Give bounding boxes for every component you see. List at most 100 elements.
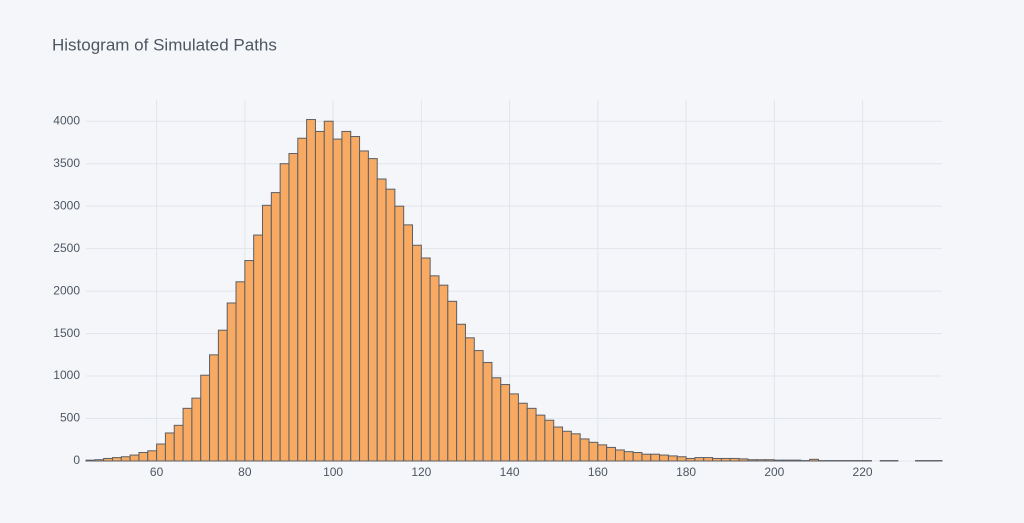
bar xyxy=(261,204,272,462)
bar xyxy=(403,224,414,462)
bar xyxy=(729,457,740,462)
bar xyxy=(676,456,687,462)
bar xyxy=(509,393,519,462)
bar xyxy=(500,384,511,462)
x-tick-label: 220 xyxy=(853,465,873,479)
bar xyxy=(85,459,96,462)
bar xyxy=(597,444,608,462)
y-tick-label: 1500 xyxy=(53,326,80,340)
y-tick-label: 3000 xyxy=(53,198,80,212)
bar xyxy=(491,377,502,462)
bar xyxy=(182,407,193,462)
bar xyxy=(111,457,122,462)
bar xyxy=(720,457,731,462)
bar xyxy=(420,257,431,462)
bar xyxy=(482,361,493,462)
bar xyxy=(703,457,714,462)
bar xyxy=(623,451,634,462)
bar xyxy=(632,452,643,462)
bar xyxy=(535,414,546,462)
bar xyxy=(359,150,369,462)
x-tick-label: 80 xyxy=(238,465,252,479)
bar xyxy=(217,329,228,462)
bar xyxy=(447,300,458,462)
bar xyxy=(209,354,219,462)
bar xyxy=(773,459,784,462)
bar xyxy=(579,438,590,462)
bar xyxy=(570,433,581,462)
bar xyxy=(412,244,422,462)
y-tick-label: 4000 xyxy=(53,113,80,127)
y-tick-label: 1000 xyxy=(53,368,80,382)
x-tick-label: 60 xyxy=(150,465,164,479)
bar xyxy=(156,443,166,462)
bar xyxy=(367,158,378,462)
bar xyxy=(279,163,290,462)
bar xyxy=(173,424,184,462)
bar xyxy=(147,450,158,462)
y-tick-label: 500 xyxy=(60,411,80,425)
chart-title: Histogram of Simulated Paths xyxy=(52,35,277,54)
bar xyxy=(641,453,652,462)
bar xyxy=(685,457,696,462)
bar xyxy=(606,446,616,462)
bar xyxy=(694,457,705,462)
bar xyxy=(517,402,528,462)
x-tick-label: 100 xyxy=(323,465,343,479)
bar xyxy=(164,432,175,462)
bar xyxy=(200,374,211,462)
y-tick-label: 0 xyxy=(73,453,80,467)
bar xyxy=(614,449,625,462)
bar xyxy=(473,350,484,462)
bar xyxy=(394,205,405,462)
bar xyxy=(314,130,325,462)
x-tick-label: 120 xyxy=(411,465,431,479)
y-tick-label: 2000 xyxy=(53,283,80,297)
x-tick-label: 200 xyxy=(764,465,784,479)
bar xyxy=(288,153,299,462)
bar xyxy=(712,457,722,462)
bar xyxy=(659,454,669,462)
bar xyxy=(782,459,793,462)
bar xyxy=(253,234,263,462)
bar xyxy=(588,441,599,462)
bar xyxy=(544,419,555,462)
bar xyxy=(791,459,802,462)
bar xyxy=(270,192,281,462)
bar xyxy=(438,284,449,462)
bar xyxy=(226,302,237,462)
bar xyxy=(526,407,537,462)
bar xyxy=(456,323,466,462)
bar xyxy=(385,188,396,462)
bar xyxy=(94,459,105,462)
bar xyxy=(667,455,678,462)
bar xyxy=(235,281,246,462)
bar xyxy=(756,459,767,462)
bar xyxy=(191,397,202,462)
bar xyxy=(738,458,749,462)
bar xyxy=(120,456,131,462)
x-tick-label: 180 xyxy=(676,465,696,479)
bar xyxy=(129,454,140,462)
x-tick-label: 140 xyxy=(500,465,520,479)
bar xyxy=(747,459,758,462)
bar xyxy=(765,459,775,462)
bar xyxy=(244,260,255,462)
bar xyxy=(323,120,334,462)
bar xyxy=(350,136,361,462)
bar xyxy=(332,138,343,462)
bar xyxy=(103,457,113,462)
x-tick-label: 160 xyxy=(588,465,608,479)
bar xyxy=(306,119,316,462)
bar xyxy=(562,430,572,462)
bar xyxy=(809,458,819,462)
bar xyxy=(297,137,308,462)
y-tick-label: 3500 xyxy=(53,156,80,170)
bar xyxy=(376,178,387,462)
bar xyxy=(341,130,352,462)
bar xyxy=(553,426,564,462)
y-tick-label: 2500 xyxy=(53,241,80,255)
bar xyxy=(429,275,440,462)
bar xyxy=(138,452,149,462)
